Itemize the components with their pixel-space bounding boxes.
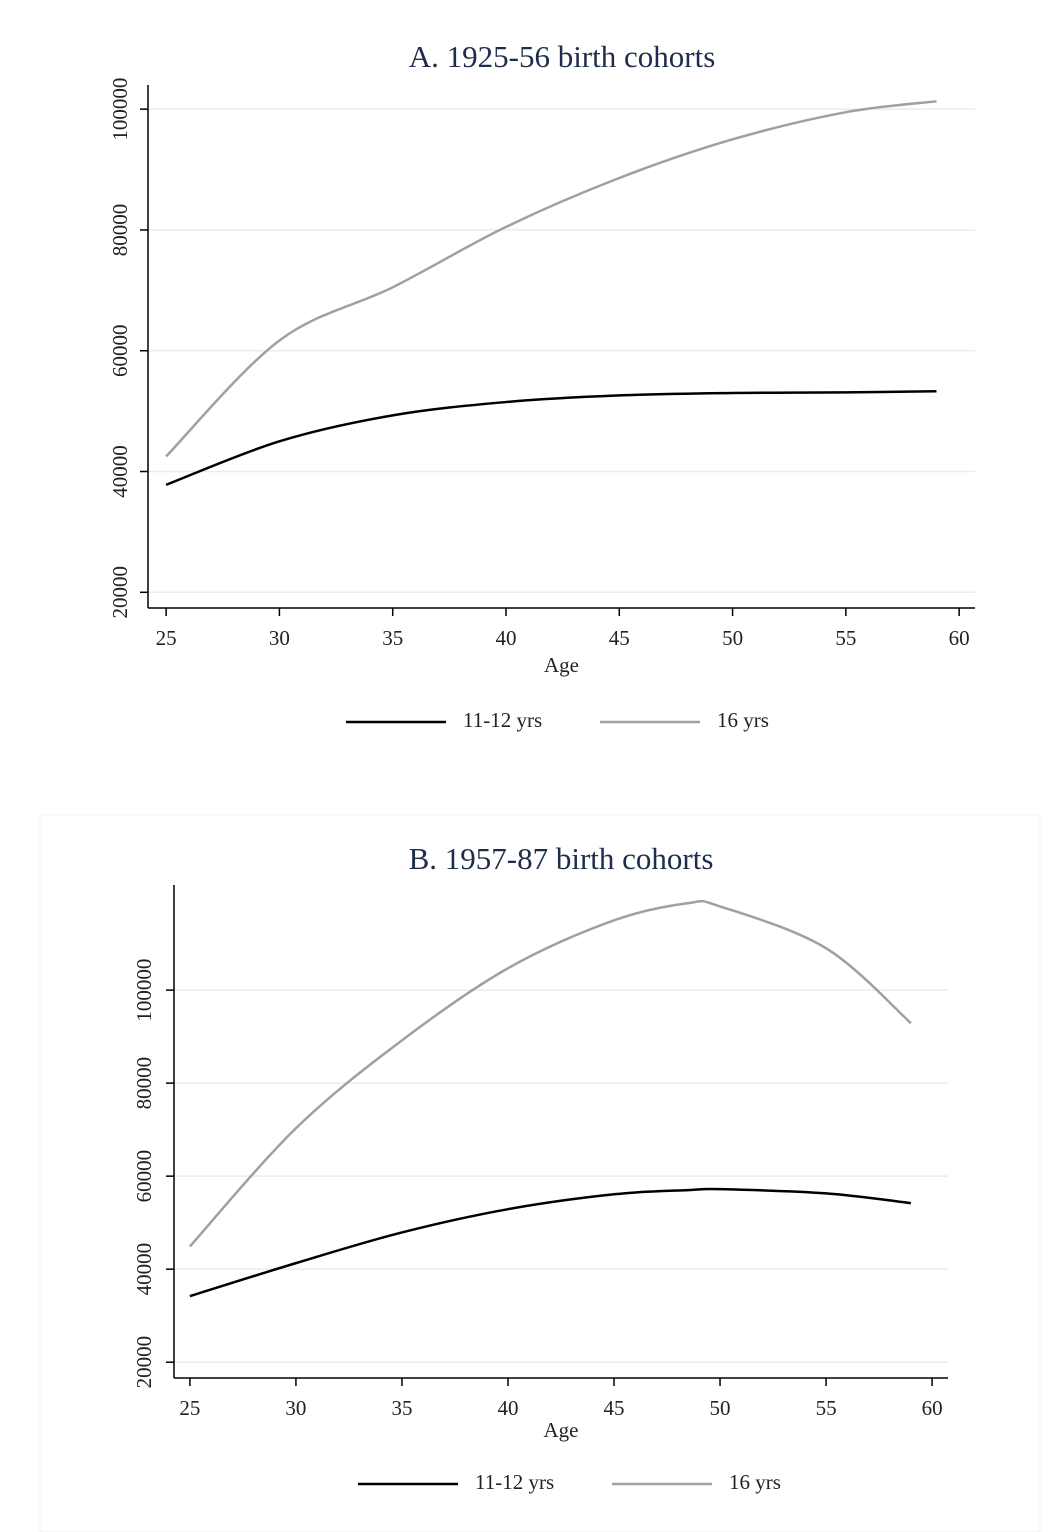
x-tick-label: 45 (604, 1396, 625, 1420)
x-axis-label: Age (544, 653, 579, 677)
legend-label: 11-12 yrs (463, 708, 542, 732)
y-tick-label: 20000 (132, 1336, 156, 1389)
x-tick-label: 60 (922, 1396, 943, 1420)
series-line (188, 899, 912, 1248)
y-tick-label: 80000 (108, 204, 132, 257)
x-tick-label: 35 (382, 626, 403, 650)
chart-title: B. 1957-87 birth cohorts (409, 841, 714, 876)
series-line (165, 389, 937, 486)
y-tick-label: 40000 (132, 1243, 156, 1296)
series-line (165, 100, 937, 458)
x-axis-label: Age (544, 1418, 579, 1442)
y-tick-label: 100000 (132, 959, 156, 1022)
x-tick-label: 40 (495, 626, 516, 650)
y-tick-label: 40000 (108, 445, 132, 498)
y-tick-label: 20000 (108, 566, 132, 619)
y-tick-label: 60000 (132, 1150, 156, 1203)
x-tick-label: 55 (835, 626, 856, 650)
y-tick-label: 60000 (108, 324, 132, 377)
x-tick-label: 60 (949, 626, 970, 650)
legend-label: 16 yrs (729, 1470, 781, 1494)
x-tick-label: 25 (156, 626, 177, 650)
panel-frame (39, 814, 1041, 1532)
chart-title: A. 1925-56 birth cohorts (409, 39, 716, 74)
y-tick-label: 80000 (132, 1057, 156, 1110)
series-line (189, 1187, 912, 1298)
x-tick-label: 45 (609, 626, 630, 650)
x-tick-label: 40 (497, 1396, 518, 1420)
x-tick-label: 50 (722, 626, 743, 650)
x-tick-label: 30 (285, 1396, 306, 1420)
x-tick-label: 30 (269, 626, 290, 650)
x-tick-label: 50 (710, 1396, 731, 1420)
x-tick-label: 55 (816, 1396, 837, 1420)
x-tick-label: 25 (179, 1396, 200, 1420)
legend-label: 11-12 yrs (475, 1470, 554, 1494)
legend-label: 16 yrs (717, 708, 769, 732)
y-tick-label: 100000 (108, 78, 132, 141)
x-tick-label: 35 (391, 1396, 412, 1420)
